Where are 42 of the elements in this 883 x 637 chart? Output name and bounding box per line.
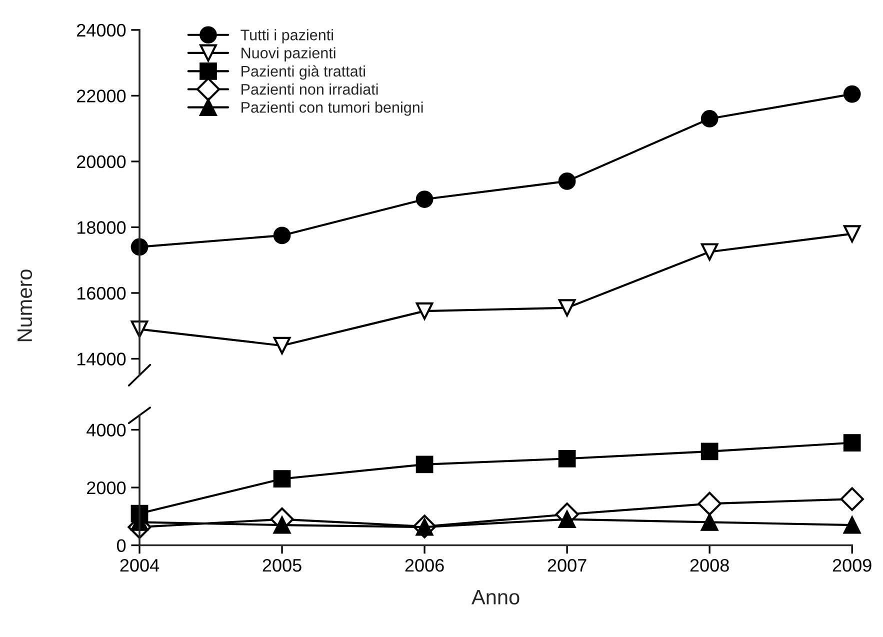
y-tick-label: 16000	[77, 286, 126, 300]
y-axis-title: Numero	[18, 270, 32, 342]
point	[843, 516, 861, 534]
legend-label: Pazienti non irradiati	[242, 84, 378, 95]
point	[558, 450, 576, 468]
legend-label: Pazienti con tumori benigni	[242, 102, 423, 116]
x-tick-label: 2005	[262, 558, 302, 572]
point	[416, 456, 434, 474]
legend-label: Nuovi pazienti	[242, 47, 336, 62]
point	[273, 226, 291, 244]
point	[416, 190, 434, 208]
x-axis-title: Anno	[472, 590, 520, 604]
point	[843, 225, 861, 242]
y-tick-label: 20000	[77, 155, 126, 168]
point	[843, 85, 861, 103]
legend-label: Tutti i pazienti	[240, 29, 333, 44]
point	[273, 470, 291, 488]
point	[700, 442, 718, 460]
legend-label: Pazienti già trattati	[242, 65, 365, 80]
point	[700, 110, 718, 128]
point	[843, 434, 861, 452]
point	[558, 172, 576, 190]
point	[840, 487, 864, 511]
y-tick-label: 0	[116, 539, 126, 552]
point	[698, 492, 722, 516]
point	[273, 516, 291, 534]
point	[273, 336, 291, 354]
x-tick-label: 2008	[690, 558, 729, 572]
y-tick-label: 2000	[87, 481, 126, 494]
y-tick-label: 22000	[77, 90, 126, 102]
x-tick-label: 2007	[548, 558, 586, 572]
point	[416, 302, 434, 320]
y-tick-label: 18000	[77, 221, 126, 234]
y-tick-label: 24000	[77, 24, 126, 37]
point	[558, 299, 576, 316]
point	[700, 513, 718, 531]
point	[700, 243, 718, 261]
x-tick-label: 2009	[832, 558, 872, 572]
x-tick-label: 2006	[405, 558, 444, 572]
x-tick-label: 2004	[120, 558, 160, 572]
y-tick-label: 4000	[86, 424, 126, 436]
y-tick-label: 14000	[77, 352, 126, 366]
